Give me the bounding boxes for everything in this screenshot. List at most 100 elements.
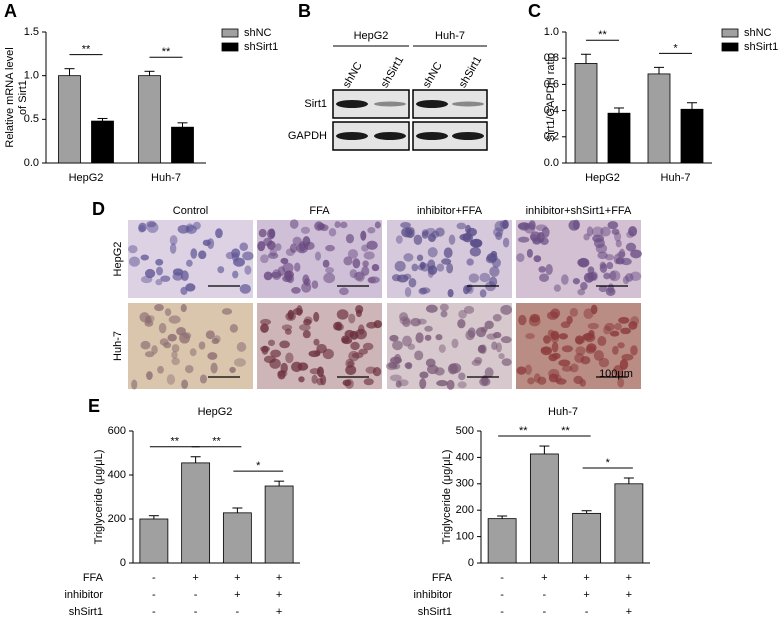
- cell: [372, 367, 382, 377]
- cell: [280, 362, 288, 374]
- cell: [160, 275, 171, 282]
- cell: [441, 258, 452, 265]
- panel-label: D: [92, 199, 105, 219]
- cell: [285, 352, 294, 364]
- cell: [516, 366, 527, 375]
- condition-value: -: [500, 572, 504, 584]
- significance-label: **: [212, 436, 221, 448]
- bar: [139, 518, 169, 564]
- cell: [448, 234, 456, 245]
- cell: [614, 322, 622, 331]
- panel-label: B: [298, 1, 311, 21]
- legend-swatch: [221, 42, 239, 52]
- y-axis-label: Relative mRNA level: [4, 47, 16, 147]
- condition-value: -: [152, 589, 156, 601]
- cell: [159, 338, 169, 346]
- blot-band: [336, 100, 368, 108]
- cell: [411, 263, 419, 272]
- cell: [311, 374, 318, 384]
- cell: [615, 239, 622, 248]
- lane-label: shSirt1: [457, 54, 485, 90]
- cell: [284, 270, 294, 279]
- cell: [339, 287, 349, 296]
- cell: [180, 304, 187, 313]
- cell: [301, 282, 312, 293]
- blot-band: [452, 132, 484, 140]
- cell: [403, 273, 412, 280]
- significance-label: **: [162, 46, 171, 58]
- cell: [229, 324, 239, 333]
- cell: [425, 358, 436, 368]
- y-tick-label: 400: [108, 469, 126, 481]
- cell: [587, 271, 598, 281]
- cell: [468, 273, 480, 283]
- cell: [456, 222, 467, 230]
- cell: [518, 314, 527, 326]
- cell: [489, 266, 500, 277]
- cell: [302, 236, 311, 247]
- cell: [169, 235, 178, 246]
- cell: [263, 237, 273, 247]
- cell: [355, 309, 362, 318]
- condition-value: -: [194, 589, 198, 601]
- y-tick-label: 300: [456, 478, 474, 490]
- cell: [128, 245, 138, 254]
- cell: [302, 330, 311, 339]
- cell: [233, 257, 245, 267]
- cell: [620, 327, 632, 335]
- cell: [239, 242, 249, 251]
- cell: [484, 320, 494, 330]
- cell: [525, 333, 535, 340]
- cell: [403, 253, 414, 262]
- row-label: Huh-7: [112, 331, 124, 361]
- chart-title: Huh-7: [548, 406, 578, 418]
- cell: [279, 340, 290, 349]
- significance-label: **: [519, 425, 528, 437]
- cell: [140, 254, 150, 261]
- y-tick-label: 200: [456, 504, 474, 516]
- cell: [172, 272, 184, 281]
- cell: [577, 257, 590, 268]
- cell: [316, 377, 324, 386]
- cell: [344, 378, 354, 389]
- cell: [486, 333, 498, 340]
- cell: [607, 283, 615, 294]
- cell: [314, 251, 322, 261]
- cell: [189, 348, 197, 357]
- cell: [177, 224, 190, 234]
- cell: [294, 262, 301, 272]
- cell: [261, 345, 269, 355]
- cell: [131, 379, 138, 390]
- cell: [479, 289, 487, 298]
- cell: [303, 316, 313, 324]
- cell: [628, 321, 638, 330]
- cell: [479, 377, 491, 387]
- cell: [404, 228, 416, 239]
- cell: [558, 359, 571, 367]
- cell: [629, 271, 642, 281]
- y-tick-label: 0.0: [544, 157, 559, 169]
- bar: [680, 108, 704, 164]
- cell: [569, 363, 579, 373]
- cell: [155, 258, 164, 266]
- cell: [388, 362, 398, 369]
- cell: [612, 345, 619, 355]
- cell: [630, 345, 638, 356]
- cell: [459, 233, 472, 241]
- cell: [424, 325, 433, 332]
- cell: [316, 343, 327, 354]
- cell: [302, 274, 310, 285]
- cell: [185, 283, 196, 292]
- condition-value: +: [234, 572, 240, 584]
- significance-label: **: [598, 29, 607, 41]
- cell: [267, 252, 279, 259]
- bar: [171, 126, 194, 164]
- cell: [180, 270, 189, 282]
- condition-value: +: [276, 606, 282, 617]
- cell: [625, 242, 637, 252]
- cell: [347, 249, 359, 259]
- condition-value: -: [543, 606, 547, 617]
- cell: [457, 319, 466, 329]
- cell: [289, 219, 299, 229]
- cell: [593, 238, 605, 249]
